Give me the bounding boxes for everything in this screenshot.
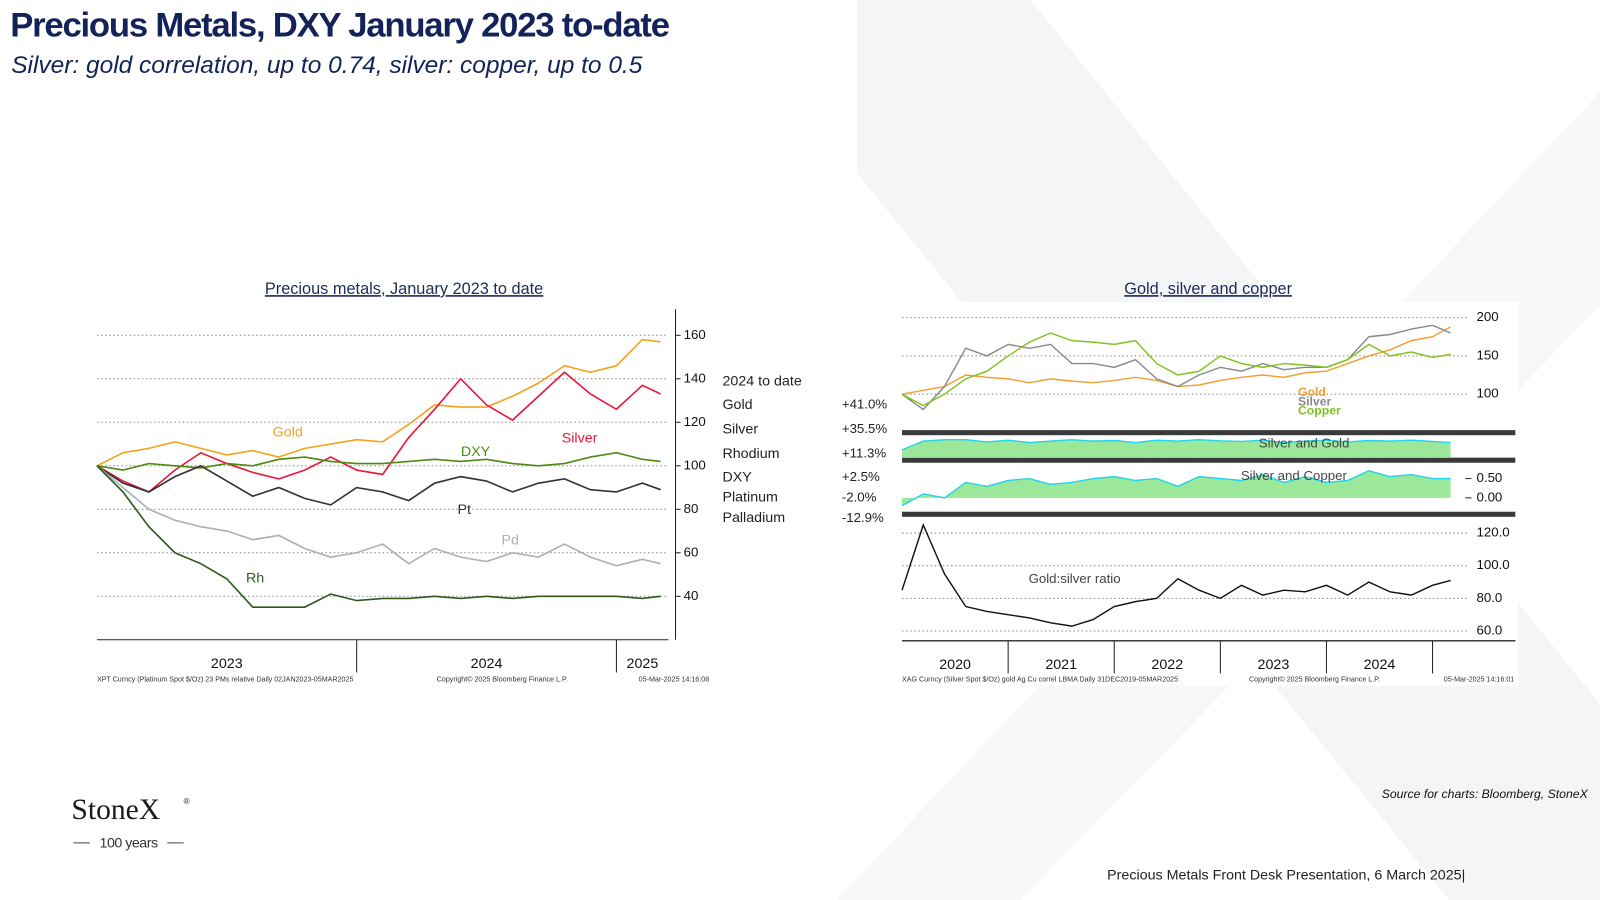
panel-divider <box>902 457 1516 463</box>
y-tick-label: 60.0 <box>1477 623 1503 638</box>
legend-entry: Gold <box>1298 385 1326 399</box>
x-tick-label: 2021 <box>1045 657 1077 673</box>
table-name: DXY <box>722 469 752 485</box>
x-tick-label: 2024 <box>1364 657 1396 673</box>
x-tick-label: 2022 <box>1151 657 1183 673</box>
table-value: -12.9% <box>842 510 884 525</box>
logo-tagline: 100 years <box>100 836 158 852</box>
y-tick-label: 0.00 <box>1477 489 1503 504</box>
y-tick-label: 60 <box>684 544 699 559</box>
series-label: Silver <box>562 431 598 447</box>
logo: StoneX <box>71 794 160 826</box>
series-area <box>902 439 1451 458</box>
table-name: Gold <box>722 397 752 413</box>
series-line <box>96 464 661 506</box>
series-label: Rh <box>246 570 264 586</box>
x-tick-label: 2025 <box>627 656 659 672</box>
y-tick-label: 200 <box>1477 309 1499 324</box>
footer: Precious Metals Front Desk Presentation,… <box>1107 867 1465 883</box>
table-value: +11.3% <box>842 446 887 461</box>
table-name: Silver <box>722 421 758 437</box>
chart-note: Copyright© 2025 Bloomberg Finance L.P. <box>437 675 568 683</box>
series-line <box>96 465 661 608</box>
y-tick-label: 100 <box>1477 386 1499 401</box>
series-line <box>901 522 1451 627</box>
series-label: Gold <box>273 424 303 440</box>
chart-title: Gold, silver and copper <box>1124 280 1292 298</box>
y-tick-label: 120.0 <box>1477 525 1510 540</box>
chart-note: Copyright© 2025 Bloomberg Finance L.P. <box>1249 675 1380 683</box>
table-value: -2.0% <box>842 489 877 504</box>
chart-note: XAG Curncy (Silver Spot $/Oz) gold Ag Cu… <box>902 675 1178 683</box>
series-line <box>96 465 661 567</box>
table-title: 2024 to date <box>722 373 801 389</box>
slide-title: Precious Metals, DXY January 2023 to-dat… <box>10 7 670 45</box>
y-tick-label: 100.0 <box>1477 557 1510 572</box>
table-value: +35.5% <box>842 421 888 436</box>
y-tick-label: 120 <box>684 414 706 429</box>
series-label: DXY <box>461 444 491 460</box>
chart-title: Precious metals, January 2023 to date <box>265 280 543 298</box>
panel-label: Silver and Gold <box>1259 435 1350 450</box>
panel-divider <box>902 511 1516 517</box>
series-line <box>901 438 1451 451</box>
y-tick-label: 150 <box>1477 347 1499 362</box>
legend-entry: Copper <box>1298 403 1341 417</box>
y-tick-label: 0.50 <box>1477 470 1503 485</box>
slide-subtitle: Silver: gold correlation, up to 0.74, si… <box>11 52 643 79</box>
source: Source for charts: Bloomberg, StoneX <box>1382 787 1589 801</box>
series-line <box>901 324 1451 411</box>
y-tick-label: 160 <box>684 327 706 342</box>
series-label: Pt <box>458 502 472 518</box>
chart-note: 05-Mar-2025 14:16:08 <box>639 675 710 683</box>
series-line <box>901 332 1451 407</box>
x-tick-label: 2024 <box>471 656 503 672</box>
x-tick-label: 2023 <box>1258 657 1290 673</box>
panel-divider <box>902 430 1516 436</box>
table-value: +41.0% <box>842 397 888 412</box>
panel-label: Silver and Copper <box>1241 468 1348 483</box>
series-line <box>901 470 1451 507</box>
chart-note: XPT Curncy (Platinum Spot $/Oz) 23 PMs r… <box>97 675 354 683</box>
series-label: Pd <box>501 533 519 549</box>
y-tick-label: 100 <box>684 457 706 472</box>
chart-note: 05-Mar-2025 14:16:01 <box>1444 675 1515 683</box>
logo-mark: ® <box>184 797 190 806</box>
y-tick-label: 80 <box>684 501 699 516</box>
legend-entry: Silver <box>1298 394 1332 408</box>
y-tick-label: 80.0 <box>1477 590 1503 605</box>
series-line <box>96 371 661 493</box>
table-value: +2.5% <box>842 469 880 484</box>
y-tick-label: 40 <box>684 588 699 603</box>
table-name: Palladium <box>722 510 785 526</box>
series-line <box>96 338 661 467</box>
series-line <box>96 451 661 471</box>
x-tick-label: 2020 <box>939 657 971 673</box>
panel-label: Gold:silver ratio <box>1029 571 1121 586</box>
x-tick-label: 2023 <box>211 656 243 672</box>
table-name: Platinum <box>722 490 778 506</box>
table-name: Rhodium <box>722 446 779 462</box>
y-tick-label: 140 <box>684 370 706 385</box>
